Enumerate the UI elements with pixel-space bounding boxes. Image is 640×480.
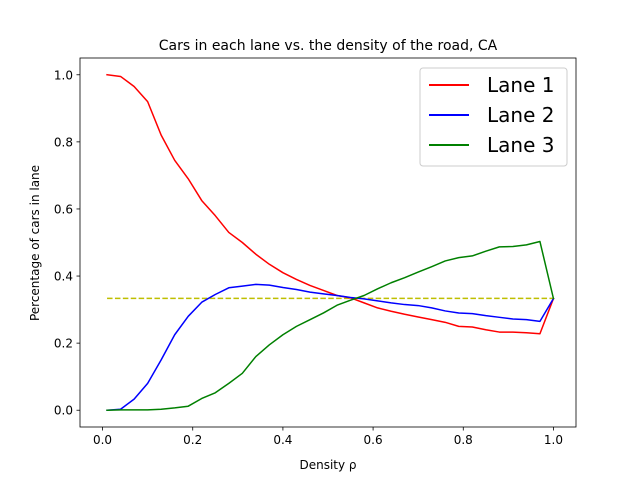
x-tick-label: 0.6 (364, 433, 383, 447)
legend: Lane 1 Lane 2 Lane 3 (419, 67, 568, 167)
series-line-lane-3 (106, 240, 555, 411)
y-tick-label: 1.0 (54, 68, 73, 82)
y-tick-label: 0.4 (54, 270, 73, 284)
y-tick-label: 0.6 (54, 202, 73, 216)
y-axis-label: Percentage of cars in lane (28, 165, 42, 321)
chart-title: Cars in each lane vs. the density of the… (159, 38, 498, 54)
y-tick-label: 0.2 (54, 337, 73, 351)
x-tick-label: 0.2 (183, 433, 202, 447)
x-axis-label: Density ρ (299, 458, 356, 472)
x-tick-label: 1.0 (544, 433, 563, 447)
x-tick-label: 0.4 (273, 433, 292, 447)
plot-frame (79, 57, 577, 428)
x-tick-label: 0.8 (454, 433, 473, 447)
legend-box (419, 67, 568, 167)
y-tick-label: 0.8 (54, 135, 73, 149)
series-line-lane-2 (106, 283, 555, 412)
legend-label-lane-3: Lane 3 (487, 133, 554, 157)
x-tick-label: 0.0 (93, 433, 112, 447)
y-tick-label: 0.0 (54, 404, 73, 418)
legend-label-lane-2: Lane 2 (487, 103, 554, 127)
axes: 0.0 0.2 0.4 0.6 0.8 1.0 0.0 0.2 0.4 0.6 0.8 1.0 (54, 57, 577, 447)
series-line-lane-1 (106, 73, 555, 335)
plot-area (106, 73, 555, 412)
legend-label-lane-1: Lane 1 (487, 73, 554, 97)
